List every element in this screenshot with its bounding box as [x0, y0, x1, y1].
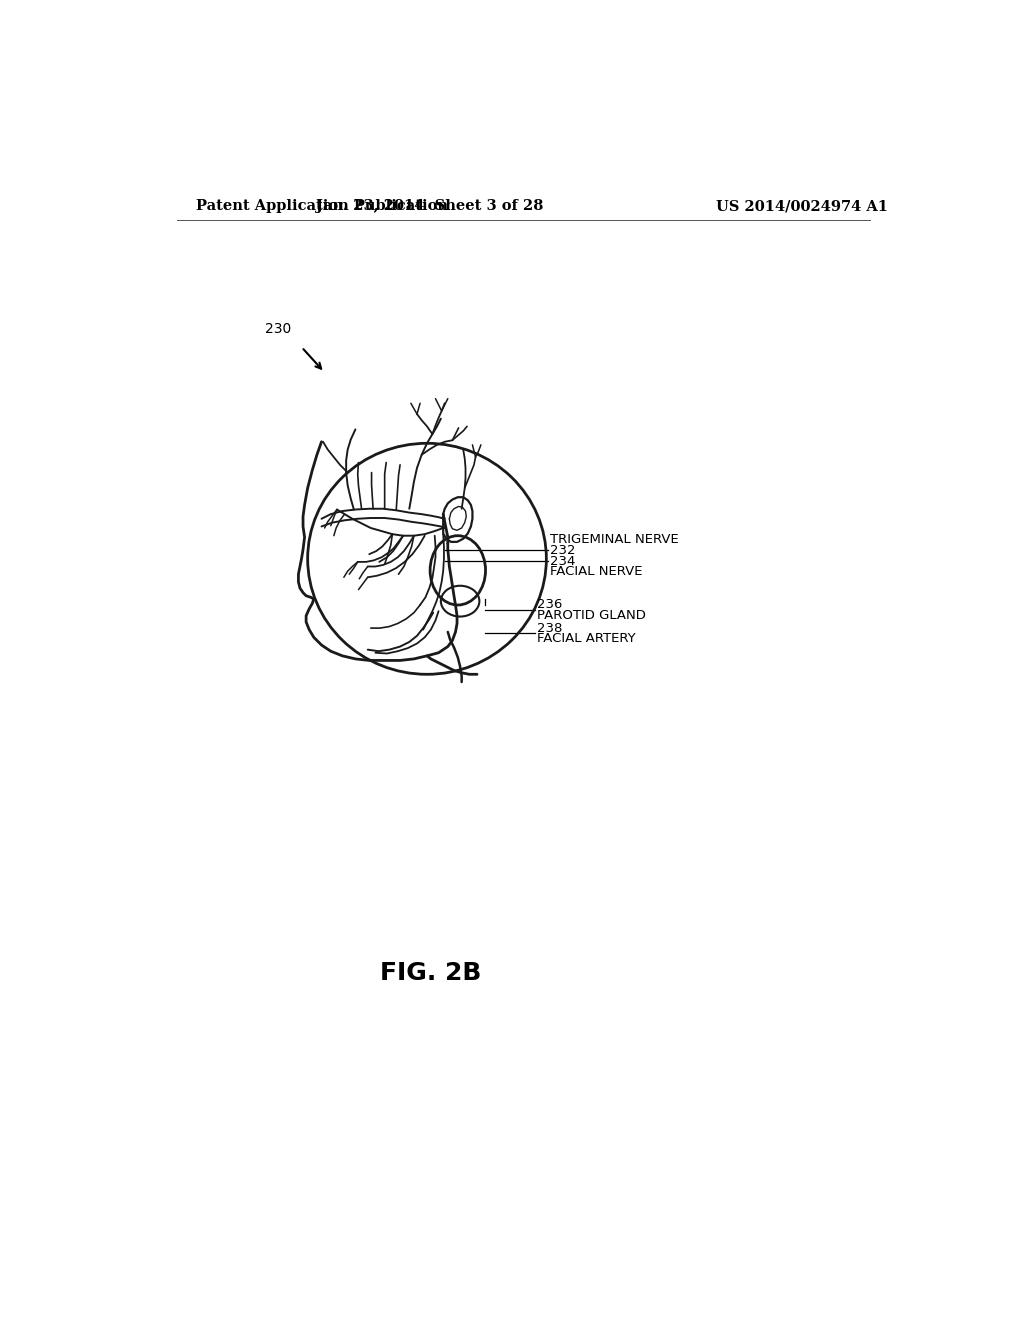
- Text: PAROTID GLAND: PAROTID GLAND: [538, 610, 646, 622]
- Text: Jan. 23, 2014  Sheet 3 of 28: Jan. 23, 2014 Sheet 3 of 28: [315, 199, 543, 213]
- Text: 234: 234: [550, 554, 575, 568]
- Text: 236: 236: [538, 598, 562, 611]
- Text: Patent Application Publication: Patent Application Publication: [196, 199, 449, 213]
- Text: 232: 232: [550, 544, 575, 557]
- Text: 230: 230: [265, 322, 292, 337]
- Text: US 2014/0024974 A1: US 2014/0024974 A1: [716, 199, 888, 213]
- Text: TRIGEMINAL NERVE: TRIGEMINAL NERVE: [550, 533, 679, 546]
- Text: FACIAL NERVE: FACIAL NERVE: [550, 565, 643, 578]
- Text: FACIAL ARTERY: FACIAL ARTERY: [538, 632, 636, 645]
- Text: FIG. 2B: FIG. 2B: [380, 961, 481, 985]
- Text: 238: 238: [538, 622, 562, 635]
